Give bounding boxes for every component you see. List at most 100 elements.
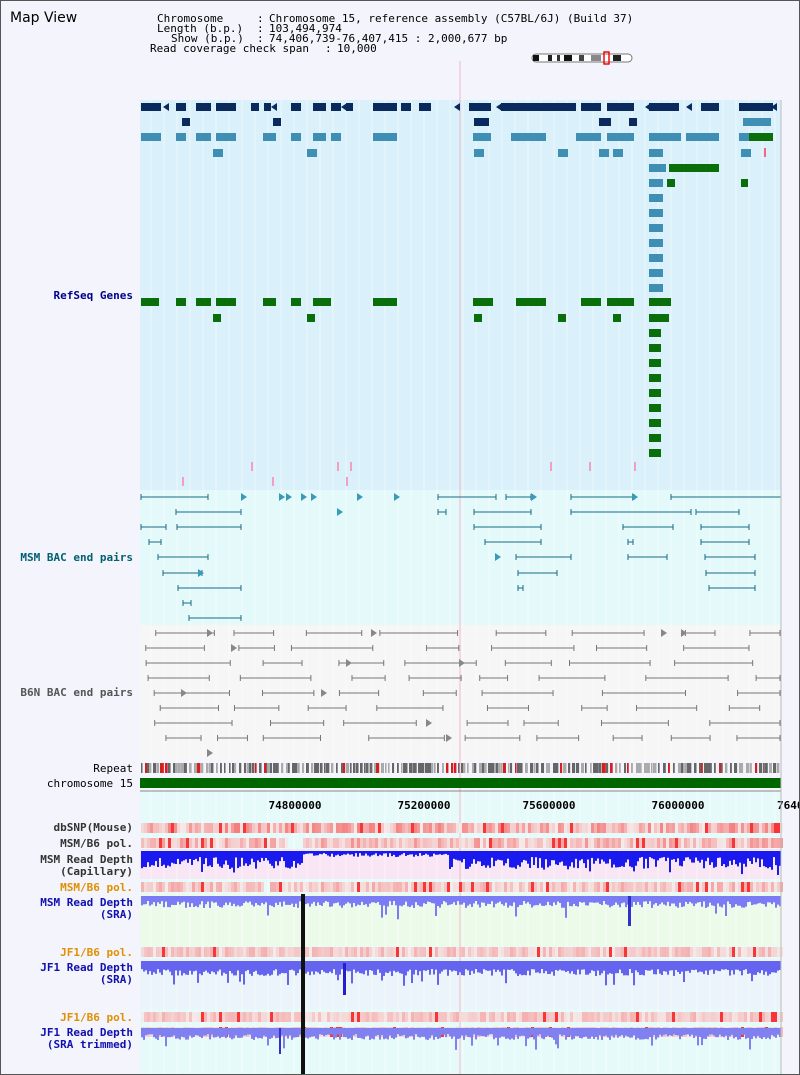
track-label-b6n-bac[interactable]: B6N BAC end pairs	[20, 686, 133, 699]
pol-cell	[414, 882, 417, 892]
depth-bar	[705, 851, 707, 862]
depth-spike	[279, 1028, 281, 1054]
repeat-element	[479, 763, 483, 773]
track-label-msm-depth-capillary[interactable]: MSM Read Depth	[40, 853, 133, 866]
depth-bar	[607, 896, 609, 906]
track-label-jf1-depth[interactable]: JF1 Read Depth	[40, 961, 133, 974]
depth-bar	[203, 961, 205, 972]
depth-bar	[351, 961, 353, 984]
repeat-element	[644, 763, 647, 773]
depth-bar	[277, 851, 279, 866]
repeat-element	[496, 763, 500, 773]
pol-cell	[558, 1012, 561, 1022]
pol-cell	[636, 882, 639, 892]
pol-cell	[219, 947, 222, 957]
depth-bar	[741, 896, 743, 908]
depth-bar	[523, 1028, 525, 1036]
depth-bar	[469, 1028, 471, 1038]
pol-cell	[441, 838, 444, 848]
repeat-element	[472, 763, 476, 773]
depth-bar	[571, 851, 573, 863]
depth-bar	[737, 961, 739, 970]
pol-cell	[630, 823, 633, 833]
pol-cell	[261, 947, 264, 957]
chromosome-ideogram[interactable]	[531, 51, 633, 65]
depth-bar	[303, 851, 305, 855]
track-label-msm-depth-sra[interactable]: MSM Read Depth	[40, 896, 133, 909]
pol-cell	[297, 823, 300, 833]
depth-bar	[541, 896, 543, 906]
pol-cell	[711, 838, 714, 848]
depth-bar	[509, 851, 511, 868]
depth-bar	[329, 1028, 331, 1035]
repeat-element	[454, 763, 457, 773]
depth-bar	[419, 1028, 421, 1038]
track-label-dbsnp[interactable]: dbSNP(Mouse)	[53, 821, 133, 834]
depth-bar	[681, 896, 683, 908]
depth-bar	[399, 961, 401, 974]
depth-bar	[317, 851, 319, 856]
depth-bar	[377, 1028, 379, 1035]
depth-bar	[261, 1028, 263, 1039]
axis-tick-label: 75600000	[523, 799, 576, 812]
pol-cell	[237, 1012, 240, 1022]
depth-bar	[383, 961, 385, 976]
track-label-jf1-depth-trimmed[interactable]: JF1 Read Depth	[40, 1026, 133, 1039]
depth-bar	[381, 1028, 383, 1035]
track-label-msm-b6-pol-2[interactable]: MSM/B6 pol.	[60, 881, 133, 894]
depth-bar	[717, 896, 719, 904]
depth-bar	[567, 896, 569, 902]
depth-bar	[573, 1028, 575, 1039]
depth-bar	[227, 851, 229, 865]
depth-bar	[421, 896, 423, 907]
pol-cell	[276, 882, 279, 892]
depth-bar	[185, 961, 187, 975]
pol-cell	[270, 838, 273, 848]
pol-cell	[387, 882, 390, 892]
refseq-genes[interactable]	[141, 103, 777, 486]
depth-bar	[267, 896, 269, 916]
depth-bar	[513, 896, 515, 903]
gene-feature	[346, 477, 348, 486]
repeat-element	[360, 763, 363, 773]
pol-cell	[198, 947, 201, 957]
pol-cell	[750, 1012, 753, 1022]
pol-cell	[162, 823, 165, 833]
track-label-refseq[interactable]: RefSeq Genes	[53, 289, 133, 302]
pol-cell	[744, 947, 747, 957]
pol-cell	[660, 947, 663, 957]
depth-bar	[623, 961, 625, 976]
depth-bar	[399, 1028, 401, 1037]
msm-bac-pairs[interactable]	[140, 493, 782, 621]
pol-cell	[381, 823, 384, 833]
depth-bar	[775, 896, 777, 908]
depth-bar	[599, 961, 601, 976]
track-label-repeat[interactable]: Repeat	[93, 762, 133, 775]
track-label-chromosome[interactable]: chromosome 15	[46, 777, 133, 790]
track-label-jf1-b6-pol[interactable]: JF1/B6 pol.	[60, 946, 133, 959]
pol-cell	[330, 882, 333, 892]
depth-bar	[673, 896, 675, 904]
pol-cell	[639, 823, 642, 833]
pol-cell	[714, 1012, 717, 1022]
repeat-element	[492, 763, 494, 773]
axis-tick-label: 74800000	[269, 799, 322, 812]
gene-feature	[649, 344, 661, 352]
repeat-element	[668, 763, 670, 773]
pol-cell	[294, 947, 297, 957]
depth-bar	[271, 851, 273, 866]
depth-bar	[617, 851, 619, 868]
track-label-jf1-b6-pol-2[interactable]: JF1/B6 pol.	[60, 1011, 133, 1024]
pol-cell	[759, 838, 762, 848]
depth-bar	[637, 851, 639, 862]
depth-bar	[249, 961, 251, 974]
pol-cell	[453, 1012, 456, 1022]
track-label-msm-b6-pol[interactable]: MSM/B6 pol.	[60, 837, 133, 850]
pol-cell	[159, 823, 162, 833]
depth-bar	[321, 896, 323, 906]
pol-cell	[513, 838, 516, 848]
track-label-msm-bac[interactable]: MSM BAC end pairs	[20, 551, 133, 564]
depth-bar	[575, 1028, 577, 1036]
b6n-bac-pairs[interactable]	[145, 629, 781, 757]
